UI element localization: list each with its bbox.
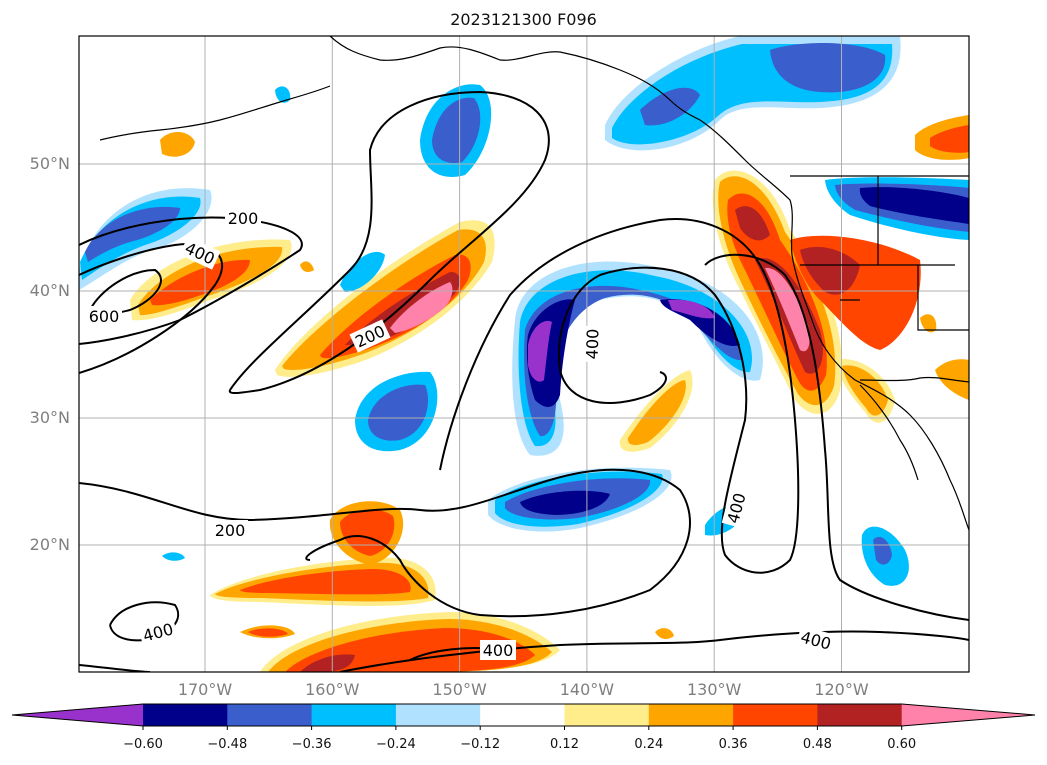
colorbar-tick-label: −0.12 [460,737,501,752]
positive-anomaly-region [735,206,770,241]
negative-anomaly-region [340,251,385,292]
coastlines [99,36,969,531]
colorbar-tick-label: 0.60 [887,737,917,752]
longitude-tick-label: 170°W [177,680,233,699]
negative-anomaly-region [524,285,742,437]
baja-peninsula [859,384,919,481]
positive-anomaly-region [390,282,453,333]
contour-line [339,630,969,672]
latitude-tick-label: 20°N [29,535,70,554]
latitude-tick-label: 30°N [29,408,70,427]
graticule [79,36,969,672]
latitude-tick-label: 50°N [29,154,70,173]
positive-anomaly-region [655,628,674,640]
colorbar-tick-label: 0.24 [634,737,664,752]
positive-anomaly-region [765,267,810,352]
contour-label-background [179,236,221,270]
positive-anomaly-region [930,125,969,153]
contour-line [109,601,180,642]
negative-anomaly-region [368,384,429,441]
contour-label-background [225,208,261,228]
contour-label: 200 [228,209,259,228]
negative-anomaly-region [528,320,552,382]
positive-anomaly-region [248,628,288,637]
north-america-coast [699,119,969,531]
colorbar-tick-label: −0.36 [291,737,332,752]
contour-label: 400 [582,328,602,359]
state-border [800,176,969,331]
negative-anomaly-region [873,536,892,565]
contour-label-background [212,520,248,540]
colorbar-tick-label: 0.12 [550,737,579,752]
latitude-tick-label: 40°N [29,281,70,300]
contour-label-background [480,640,516,660]
positive-anomaly-region [300,261,314,273]
height-contours [79,90,969,672]
positive-anomaly-region [920,314,937,333]
negative-anomaly-region [432,97,481,164]
positive-anomaly-region [240,569,411,595]
negative-anomaly-region [162,552,185,561]
positive-anomaly-region [300,654,355,672]
us-mexico-border [859,376,969,383]
contour-label: 200 [215,521,246,540]
positive-anomaly-region [150,259,250,306]
contour-line [79,468,691,618]
colorbar-tick-label: 0.36 [718,737,748,752]
contour-label-background [721,488,751,528]
longitude-tick-label: 150°W [432,680,487,699]
colorbar-tick-label: 0.48 [802,737,832,752]
negative-anomaly-region [275,86,291,103]
contour-label-background [86,306,122,326]
positive-anomaly-region [627,380,686,446]
contour-line [79,243,224,374]
map-title: 2023121300 F096 [450,10,597,29]
alaska-coast [329,36,701,121]
aleutian-islands [99,85,331,141]
contour-label-background [796,625,836,655]
longitude-tick-label: 130°W [687,680,742,699]
contour-line [228,90,550,394]
negative-anomaly-region [640,87,700,126]
positive-anomaly-region [340,509,395,556]
negative-anomaly-region [770,43,886,93]
negative-anomaly-region [668,299,715,319]
colorbar-tick-label: −0.24 [375,737,416,752]
contour-label: 400 [483,641,514,660]
longitude-tick-label: 140°W [559,680,615,699]
contour-label-background [138,617,178,647]
contour-line [79,216,303,345]
colorbar-tick-label: −0.48 [207,737,248,752]
contour-label-background [349,319,391,353]
contour-label: 600 [89,307,120,326]
negative-anomaly-region [520,490,610,515]
contour-line [704,253,969,621]
positive-anomaly-region [160,131,195,157]
longitude-tick-label: 160°W [305,680,360,699]
colorbar-tick-label: −0.60 [123,737,163,752]
positive-anomaly-region [800,246,860,295]
negative-anomaly-region [85,206,180,262]
longitude-tick-label: 120°W [814,680,869,699]
contour-line [439,218,800,574]
negative-anomaly-region [859,187,969,224]
contour-label-background [581,325,603,363]
